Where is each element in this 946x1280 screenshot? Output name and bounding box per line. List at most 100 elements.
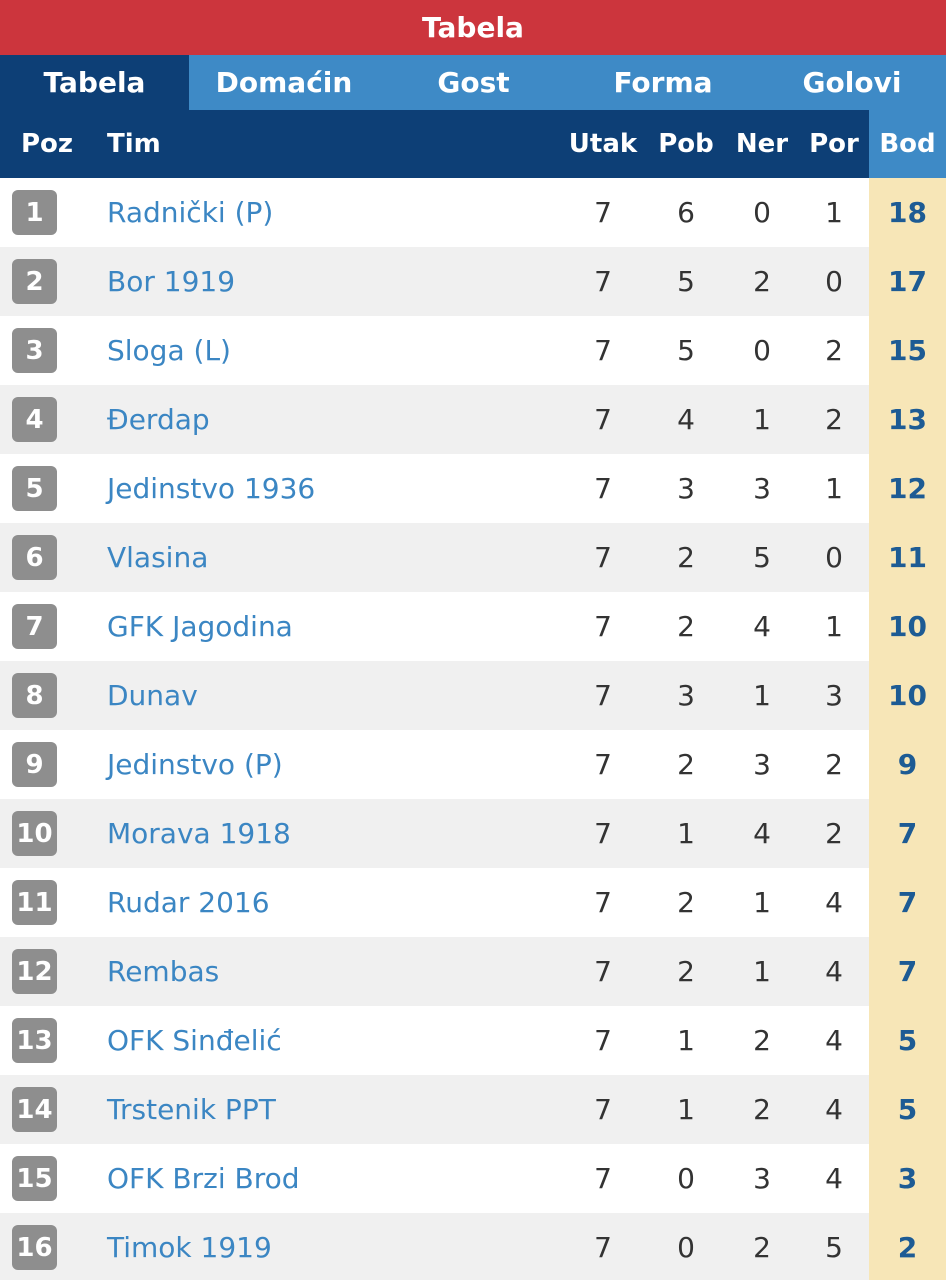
- cell-por: 1: [825, 472, 843, 505]
- team-link[interactable]: Jedinstvo 1936: [107, 472, 316, 505]
- table-row[interactable]: 13 OFK Sinđelić 7 1 2 4 5: [0, 1006, 946, 1075]
- position-badge: 15: [12, 1156, 57, 1201]
- cell-por: 1: [825, 196, 843, 229]
- cell-pob: 6: [677, 196, 695, 229]
- header-pob[interactable]: Pob: [658, 129, 714, 159]
- table-row[interactable]: 15 OFK Brzi Brod 7 0 3 4 3: [0, 1144, 946, 1213]
- cell-ner: 5: [753, 541, 771, 574]
- cell-bod: 18: [869, 178, 946, 247]
- cell-bod: 3: [869, 1144, 946, 1213]
- team-link[interactable]: Đerdap: [107, 403, 210, 436]
- cell-utak: 7: [594, 955, 612, 988]
- cell-ner: 2: [753, 265, 771, 298]
- cell-por: 5: [825, 1231, 843, 1264]
- cell-pob: 1: [677, 1093, 695, 1126]
- cell-pob: 0: [677, 1162, 695, 1195]
- tab-tabela[interactable]: Tabela: [0, 55, 189, 110]
- cell-bod: 7: [869, 937, 946, 1006]
- cell-utak: 7: [594, 610, 612, 643]
- table-row[interactable]: 5 Jedinstvo 1936 7 3 3 1 12: [0, 454, 946, 523]
- cell-por: 4: [825, 886, 843, 919]
- position-badge: 3: [12, 328, 57, 373]
- cell-pob: 4: [677, 403, 695, 436]
- cell-pob: 2: [677, 541, 695, 574]
- tab-forma[interactable]: Forma: [613, 66, 713, 99]
- header-ner[interactable]: Ner: [735, 129, 789, 159]
- header-utak[interactable]: Utak: [568, 129, 638, 159]
- table-row[interactable]: 3 Sloga (L) 7 5 0 2 15: [0, 316, 946, 385]
- cell-por: 1: [825, 610, 843, 643]
- cell-pob: 2: [677, 886, 695, 919]
- cell-bod: 12: [869, 454, 946, 523]
- cell-ner: 1: [753, 886, 771, 919]
- tab-domacin[interactable]: Domaćin: [215, 66, 353, 99]
- cell-por: 2: [825, 403, 843, 436]
- cell-ner: 4: [753, 817, 771, 850]
- position-badge: 16: [12, 1225, 57, 1270]
- cell-ner: 0: [753, 334, 771, 367]
- team-link[interactable]: Bor 1919: [107, 265, 236, 298]
- cell-ner: 0: [753, 196, 771, 229]
- team-link[interactable]: Rudar 2016: [107, 886, 270, 919]
- table-row[interactable]: 10 Morava 1918 7 1 4 2 7: [0, 799, 946, 868]
- position-badge: 10: [12, 811, 57, 856]
- cell-ner: 3: [753, 1162, 771, 1195]
- table-row[interactable]: 12 Rembas 7 2 1 4 7: [0, 937, 946, 1006]
- team-link[interactable]: Sloga (L): [107, 334, 231, 367]
- table-row[interactable]: 14 Trstenik PPT 7 1 2 4 5: [0, 1075, 946, 1144]
- cell-bod: 7: [869, 799, 946, 868]
- position-badge: 12: [12, 949, 57, 994]
- team-link[interactable]: Jedinstvo (P): [107, 748, 283, 781]
- header-tim[interactable]: Tim: [107, 129, 161, 159]
- cell-bod: 10: [869, 592, 946, 661]
- cell-bod: 5: [869, 1006, 946, 1075]
- team-link[interactable]: Dunav: [107, 679, 198, 712]
- team-link[interactable]: GFK Jagodina: [107, 610, 293, 643]
- cell-utak: 7: [594, 541, 612, 574]
- cell-utak: 7: [594, 886, 612, 919]
- team-link[interactable]: Timok 1919: [107, 1231, 272, 1264]
- position-badge: 2: [12, 259, 57, 304]
- page-title: Tabela: [0, 0, 946, 55]
- table-row[interactable]: 2 Bor 1919 7 5 2 0 17: [0, 247, 946, 316]
- tab-gost[interactable]: Gost: [437, 66, 510, 99]
- header-por[interactable]: Por: [809, 129, 859, 159]
- cell-bod: 13: [869, 385, 946, 454]
- cell-ner: 1: [753, 955, 771, 988]
- table-row[interactable]: 9 Jedinstvo (P) 7 2 3 2 9: [0, 730, 946, 799]
- team-link[interactable]: OFK Sinđelić: [107, 1024, 282, 1057]
- team-link[interactable]: Trstenik PPT: [107, 1093, 276, 1126]
- table-row[interactable]: 6 Vlasina 7 2 5 0 11: [0, 523, 946, 592]
- cell-utak: 7: [594, 679, 612, 712]
- team-link[interactable]: Morava 1918: [107, 817, 291, 850]
- table-row[interactable]: 8 Dunav 7 3 1 3 10: [0, 661, 946, 730]
- cell-por: 4: [825, 1093, 843, 1126]
- cell-utak: 7: [594, 334, 612, 367]
- position-badge: 1: [12, 190, 57, 235]
- cell-pob: 1: [677, 817, 695, 850]
- cell-utak: 7: [594, 1231, 612, 1264]
- cell-pob: 1: [677, 1024, 695, 1057]
- table-row[interactable]: 7 GFK Jagodina 7 2 4 1 10: [0, 592, 946, 661]
- table-row[interactable]: 1 Radnički (P) 7 6 0 1 18: [0, 178, 946, 247]
- cell-por: 4: [825, 1024, 843, 1057]
- cell-pob: 3: [677, 679, 695, 712]
- header-poz[interactable]: Poz: [20, 129, 74, 159]
- standings-table-body: 1 Radnički (P) 7 6 0 1 18 2 Bor 1919 7 5 2 0 17 3 Sloga…: [0, 178, 946, 1280]
- table-row[interactable]: 4 Đerdap 7 4 1 2 13: [0, 385, 946, 454]
- cell-pob: 0: [677, 1231, 695, 1264]
- table-row[interactable]: 11 Rudar 2016 7 2 1 4 7: [0, 868, 946, 937]
- cell-pob: 5: [677, 334, 695, 367]
- team-link[interactable]: OFK Brzi Brod: [107, 1162, 300, 1195]
- team-link[interactable]: Vlasina: [107, 541, 209, 574]
- cell-por: 2: [825, 334, 843, 367]
- table-row[interactable]: 16 Timok 1919 7 0 2 5 2: [0, 1213, 946, 1280]
- team-link[interactable]: Radnički (P): [107, 196, 274, 229]
- cell-utak: 7: [594, 1162, 612, 1195]
- team-link[interactable]: Rembas: [107, 955, 220, 988]
- cell-bod: 11: [869, 523, 946, 592]
- position-badge: 11: [12, 880, 57, 925]
- cell-ner: 1: [753, 403, 771, 436]
- header-bod[interactable]: Bod: [869, 110, 946, 178]
- tab-golovi[interactable]: Golovi: [802, 66, 902, 99]
